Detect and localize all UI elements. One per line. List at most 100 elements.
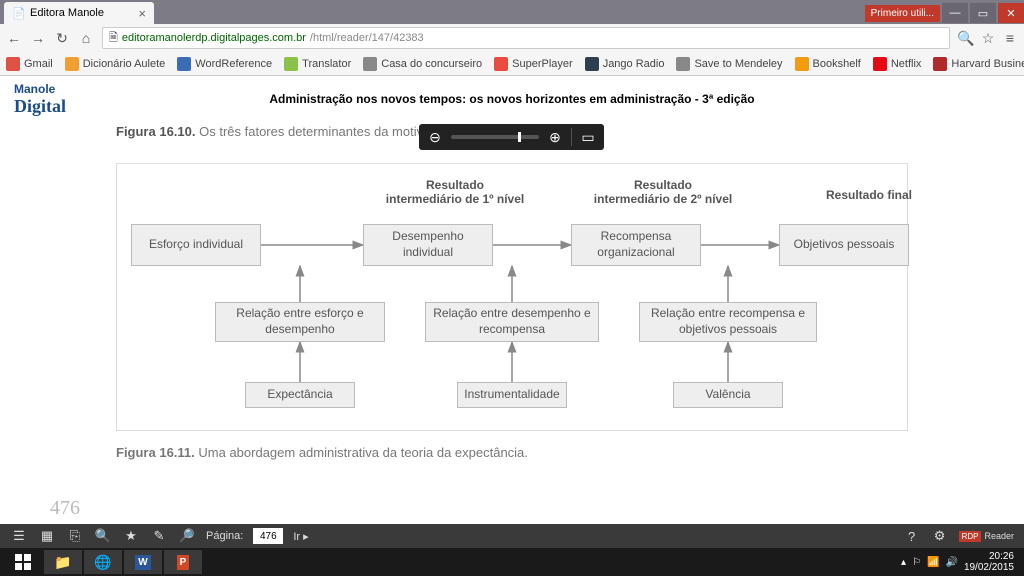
bookmark-item[interactable]: Bookshelf (795, 57, 861, 71)
settings-icon[interactable]: ⚙ (931, 528, 949, 544)
diagram-header: Resultadointermediário de 1º nível (375, 178, 535, 206)
tray-up-icon[interactable]: ▴ (901, 557, 906, 568)
diagram-node: Valência (673, 382, 783, 408)
maximize-button[interactable]: ▭ (970, 3, 996, 23)
bookmark-label: SuperPlayer (512, 58, 573, 70)
bookmark-label: Bookshelf (813, 58, 861, 70)
search-icon[interactable]: 🔍 (94, 528, 112, 544)
page-title: Administração nos novos tempos: os novos… (0, 92, 1024, 106)
bookmark-icon (363, 57, 377, 71)
taskbar-word[interactable]: W (124, 550, 162, 574)
tab-close-icon[interactable]: × (138, 6, 146, 21)
bookmark-icon (873, 57, 887, 71)
bookmark-item[interactable]: Harvard Business Re... (933, 57, 1024, 71)
diagram-header: Resultado final (789, 188, 949, 202)
tab-bar: 📄 Editora Manole × Primeiro utili... — ▭… (0, 0, 1024, 24)
clock[interactable]: 20:26 19/02/2015 (964, 551, 1014, 573)
diagram-node: Recompensa organizacional (571, 224, 701, 266)
figure-text: Uma abordagem administrativa da teoria d… (198, 445, 528, 460)
reader-bar: ☰ ▦ ⎘ 🔍 ★ ✎ 🔎 Página: Ir ▸ ? ⚙ RDP Reade… (0, 524, 1024, 548)
back-button[interactable]: ← (6, 30, 22, 46)
bookmark-item[interactable]: WordReference (177, 57, 272, 71)
bookmark-label: Dicionário Aulete (83, 58, 166, 70)
bookmark-label: Casa do concurseiro (381, 58, 482, 70)
bookmark-item[interactable]: Gmail (6, 57, 53, 71)
bookmark-item[interactable]: Translator (284, 57, 351, 71)
search-icon[interactable]: 🔍 (958, 30, 974, 46)
figure-caption-2: Figura 16.11. Uma abordagem administrati… (116, 445, 1024, 460)
taskbar-explorer[interactable]: 📁 (44, 550, 82, 574)
bookmark-item[interactable]: Dicionário Aulete (65, 57, 166, 71)
page-input[interactable] (253, 528, 283, 544)
page-icon: 🗎 (109, 29, 118, 48)
forward-button[interactable]: → (30, 30, 46, 46)
url-path: /html/reader/147/42383 (310, 32, 424, 44)
url-bar[interactable]: 🗎 editoramanolerdp.digitalpages.com.br/h… (102, 27, 950, 49)
tray-network-icon[interactable]: 📶 (927, 557, 939, 568)
logo: Manole Digital (14, 82, 66, 117)
toc-icon[interactable]: ☰ (10, 528, 28, 544)
bookmark-icon (795, 57, 809, 71)
diagram-node: Relação entre desempenho e recompensa (425, 302, 599, 342)
taskbar-chrome[interactable]: 🌐 (84, 550, 122, 574)
figure-label: Figura 16.10. (116, 124, 195, 139)
diagram-node: Objetivos pessoais (779, 224, 909, 266)
page-label: Página: (206, 530, 243, 542)
bookmark-icon (65, 57, 79, 71)
system-tray: ▴ ⚐ 📶 🔊 20:26 19/02/2015 (901, 551, 1020, 573)
reload-button[interactable]: ↻ (54, 30, 70, 46)
star-icon[interactable]: ★ (122, 528, 140, 544)
bookmark-label: Gmail (24, 58, 53, 70)
page-content: Manole Digital Administração nos novos t… (0, 76, 1024, 524)
zoom-slider[interactable] (451, 135, 539, 139)
diagram-header: Resultadointermediário de 2º nível (583, 178, 743, 206)
diagram: Resultadointermediário de 1º nível Result… (116, 163, 908, 431)
zoom-icon[interactable]: 🔎 (178, 528, 196, 544)
taskbar-powerpoint[interactable]: P (164, 550, 202, 574)
help-icon[interactable]: ? (903, 529, 921, 544)
bookmark-icon (585, 57, 599, 71)
close-button[interactable]: ✕ (998, 3, 1024, 23)
bookmark-icon[interactable]: ⎘ (66, 528, 84, 544)
bookmark-icon (177, 57, 191, 71)
grid-icon[interactable]: ▦ (38, 528, 56, 544)
start-button[interactable] (4, 550, 42, 574)
bookmark-item[interactable]: Save to Mendeley (676, 57, 782, 71)
bookmark-item[interactable]: Jango Radio (585, 57, 665, 71)
page-icon: 📄 (12, 7, 24, 19)
minimize-button[interactable]: — (942, 3, 968, 23)
tray-flag-icon[interactable]: ⚐ (912, 557, 921, 568)
rdp-badge: RDP Reader (959, 531, 1014, 542)
menu-icon[interactable]: ≡ (1002, 30, 1018, 46)
goto-button[interactable]: Ir ▸ (293, 530, 308, 543)
tab-title: Editora Manole (30, 7, 104, 19)
note-icon[interactable]: ✎ (150, 528, 168, 544)
browser-chrome: 📄 Editora Manole × Primeiro utili... — ▭… (0, 0, 1024, 52)
browser-tab[interactable]: 📄 Editora Manole × (4, 2, 154, 24)
bookmark-label: Netflix (891, 58, 922, 70)
bookmark-item[interactable]: SuperPlayer (494, 57, 573, 71)
diagram-node: Instrumentalidade (457, 382, 567, 408)
page-number: 476 (50, 497, 80, 520)
window-controls: Primeiro utili... — ▭ ✕ (865, 2, 1024, 24)
zoom-toolbar[interactable]: ⊖ ⊕ ▭ (419, 124, 604, 150)
bookmark-item[interactable]: Netflix (873, 57, 922, 71)
url-host: editoramanolerdp.digitalpages.com.br (122, 32, 306, 44)
home-button[interactable]: ⌂ (78, 30, 94, 46)
logo-line2: Digital (14, 96, 66, 117)
fit-icon[interactable]: ▭ (578, 129, 598, 146)
bookmark-icon (933, 57, 947, 71)
bookmark-label: WordReference (195, 58, 272, 70)
diagram-node: Expectância (245, 382, 355, 408)
zoom-in-icon[interactable]: ⊕ (545, 129, 565, 146)
star-icon[interactable]: ☆ (980, 30, 996, 46)
taskbar: 📁 🌐 W P ▴ ⚐ 📶 🔊 20:26 19/02/2015 (0, 548, 1024, 576)
bookmark-item[interactable]: Casa do concurseiro (363, 57, 482, 71)
logo-line1: Manole (14, 82, 66, 96)
tray-volume-icon[interactable]: 🔊 (945, 557, 957, 568)
bookmark-label: Save to Mendeley (694, 58, 782, 70)
diagram-node: Esforço individual (131, 224, 261, 266)
bookmark-label: Harvard Business Re... (951, 58, 1024, 70)
zoom-out-icon[interactable]: ⊖ (425, 129, 445, 146)
bookmark-label: Translator (302, 58, 351, 70)
